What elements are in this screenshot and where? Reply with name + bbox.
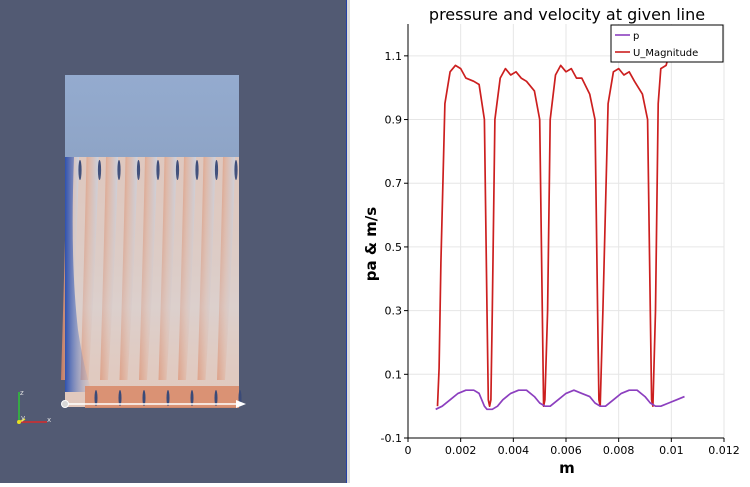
x-tick-label: 0.012 [708, 444, 740, 457]
axis-label-x: x [47, 416, 51, 424]
render-view[interactable]: z y x [0, 0, 346, 483]
x-tick-label: 0.008 [603, 444, 635, 457]
probe-line-arrowhead [236, 400, 246, 408]
x-axis-label: m [559, 459, 575, 477]
y-tick-label: 0.5 [385, 241, 403, 254]
chart-grid [407, 24, 725, 439]
lower-blade [214, 390, 218, 406]
domain-upper-region [65, 75, 239, 157]
lower-blade [142, 390, 146, 406]
x-tick-label: 0.002 [445, 444, 477, 457]
low-velocity-band [65, 157, 92, 392]
chart-legend: p U_Magnitude [610, 24, 724, 63]
x-tick-label: 0 [405, 444, 412, 457]
x-tick-label: 0.006 [550, 444, 582, 457]
y-axis-label: pa & m/s [362, 207, 380, 281]
render-view-canvas[interactable]: z y x [0, 0, 346, 483]
legend-label-p: p [633, 31, 639, 42]
view-splitter[interactable] [346, 0, 350, 483]
y-tick-label: 0.3 [385, 305, 403, 318]
axis-label-z: z [20, 389, 24, 397]
line-chart: pressure and velocity at given line 0 0.0… [362, 5, 740, 477]
lower-blade [94, 390, 98, 406]
series-line-p [435, 389, 685, 411]
y-tick-label: 0.7 [385, 177, 403, 190]
chart-series [435, 39, 685, 411]
chart-title: pressure and velocity at given line [429, 5, 705, 24]
y-tick-label: 0.9 [385, 114, 403, 127]
y-tick-label: 0.1 [385, 368, 403, 381]
inlet-band [85, 386, 239, 408]
x-tick-label: 0.004 [498, 444, 530, 457]
y-tick-label: 1.1 [385, 50, 403, 63]
lower-blade [190, 390, 194, 406]
series-line-u-magnitude [436, 39, 673, 408]
lower-blade [166, 390, 170, 406]
legend-label-u-magnitude: U_Magnitude [633, 48, 698, 59]
y-ticks: -0.1 0.1 0.3 0.5 0.7 0.9 1.1 [381, 50, 408, 445]
orientation-axes: z y x [17, 389, 51, 424]
x-tick-label: 0.01 [659, 444, 684, 457]
y-tick-label: -0.1 [381, 432, 402, 445]
mixing-overlay [65, 157, 239, 407]
lower-blade [118, 390, 122, 406]
axis-label-y: y [21, 414, 25, 422]
line-chart-view[interactable]: pressure and velocity at given line 0 0.0… [350, 0, 750, 483]
x-ticks: 0 0.002 0.004 0.006 0.008 0.01 0.012 [405, 438, 740, 457]
probe-line-start-handle[interactable] [61, 400, 69, 408]
